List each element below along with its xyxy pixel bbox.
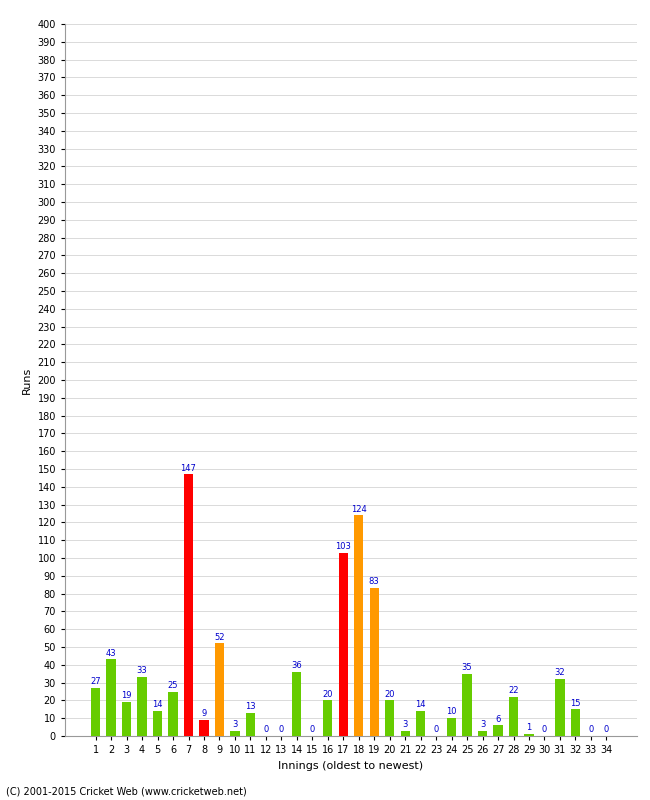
Text: 13: 13	[245, 702, 255, 711]
Text: 14: 14	[415, 700, 426, 710]
Text: 103: 103	[335, 542, 351, 551]
Text: 10: 10	[447, 707, 457, 717]
Text: 36: 36	[291, 661, 302, 670]
Y-axis label: Runs: Runs	[22, 366, 32, 394]
Bar	[153, 711, 162, 736]
Bar	[478, 730, 488, 736]
Bar	[246, 713, 255, 736]
Bar	[509, 697, 518, 736]
Text: 52: 52	[214, 633, 225, 642]
Text: 0: 0	[279, 726, 284, 734]
Bar	[370, 588, 379, 736]
Text: 147: 147	[181, 463, 196, 473]
Bar	[400, 730, 410, 736]
Text: 33: 33	[136, 666, 148, 675]
Bar	[525, 734, 534, 736]
Bar	[416, 711, 425, 736]
X-axis label: Innings (oldest to newest): Innings (oldest to newest)	[278, 761, 424, 770]
Bar	[493, 726, 502, 736]
Bar	[230, 730, 240, 736]
Text: 27: 27	[90, 677, 101, 686]
Bar	[555, 679, 565, 736]
Bar	[184, 474, 193, 736]
Text: 0: 0	[263, 726, 268, 734]
Text: 43: 43	[106, 649, 116, 658]
Text: 1: 1	[526, 723, 532, 733]
Bar	[462, 674, 472, 736]
Bar	[107, 659, 116, 736]
Bar	[339, 553, 348, 736]
Text: 0: 0	[434, 726, 439, 734]
Text: 14: 14	[152, 700, 162, 710]
Text: 35: 35	[462, 663, 473, 672]
Text: 3: 3	[232, 720, 238, 729]
Text: 22: 22	[508, 686, 519, 695]
Text: 32: 32	[554, 668, 565, 678]
Text: (C) 2001-2015 Cricket Web (www.cricketweb.net): (C) 2001-2015 Cricket Web (www.cricketwe…	[6, 786, 247, 796]
Text: 0: 0	[309, 726, 315, 734]
Bar	[354, 515, 363, 736]
Text: 0: 0	[604, 726, 609, 734]
Text: 124: 124	[351, 505, 367, 514]
Text: 0: 0	[542, 726, 547, 734]
Text: 25: 25	[168, 681, 178, 690]
Bar	[122, 702, 131, 736]
Bar	[91, 688, 100, 736]
Text: 20: 20	[322, 690, 333, 698]
Text: 9: 9	[202, 710, 207, 718]
Text: 3: 3	[402, 720, 408, 729]
Bar	[137, 678, 147, 736]
Bar	[292, 672, 302, 736]
Bar	[447, 718, 456, 736]
Bar	[385, 701, 395, 736]
Text: 19: 19	[122, 691, 132, 701]
Text: 20: 20	[384, 690, 395, 698]
Bar	[168, 691, 177, 736]
Text: 6: 6	[495, 714, 500, 723]
Text: 15: 15	[570, 698, 580, 707]
Text: 3: 3	[480, 720, 486, 729]
Bar	[214, 643, 224, 736]
Text: 0: 0	[588, 726, 593, 734]
Text: 83: 83	[369, 578, 380, 586]
Bar	[323, 701, 332, 736]
Bar	[200, 720, 209, 736]
Bar	[571, 710, 580, 736]
